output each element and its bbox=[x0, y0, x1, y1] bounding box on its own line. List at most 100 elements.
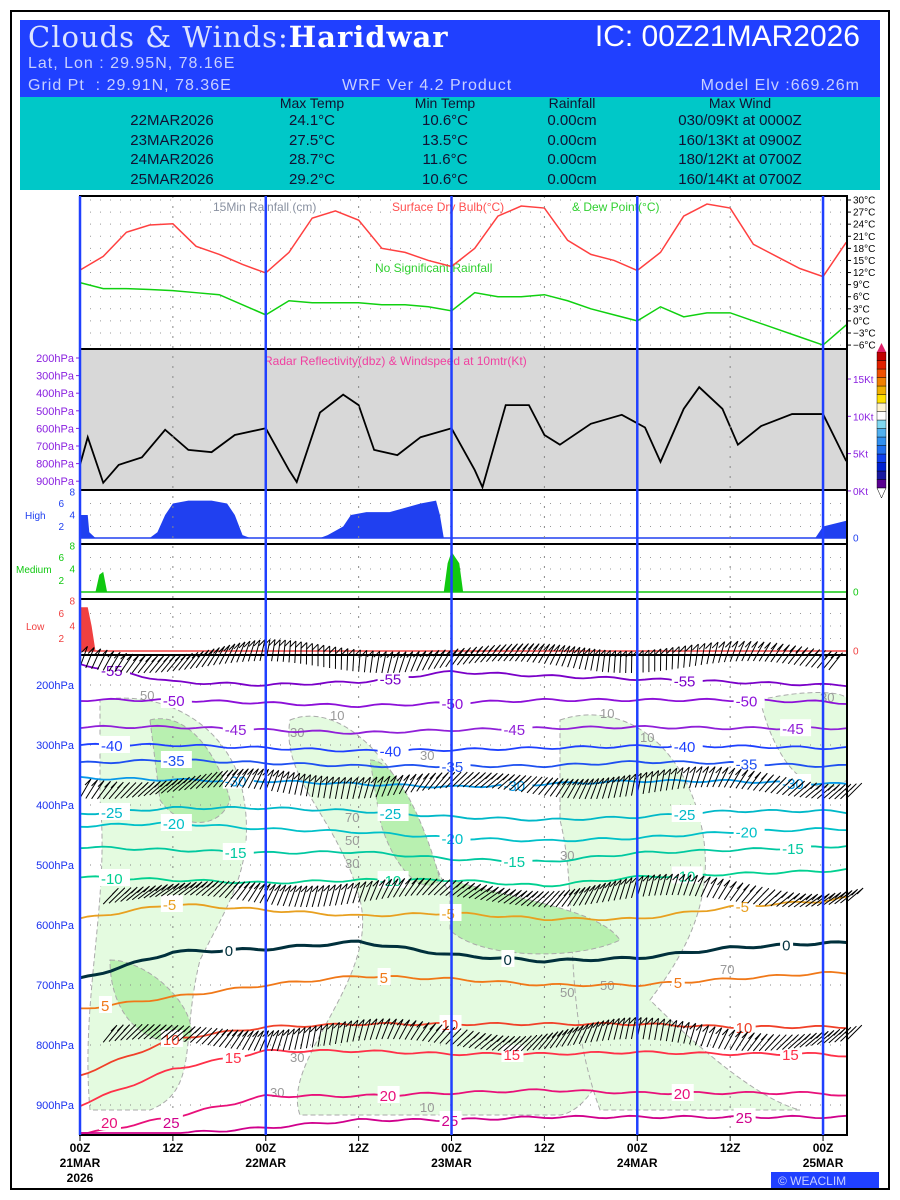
contour-label-bg bbox=[733, 754, 765, 772]
cloud-tick-label: 0 bbox=[853, 534, 859, 545]
contour-label: 0 bbox=[782, 938, 790, 955]
summary-cell: 160/14Kt at 0700Z bbox=[678, 170, 802, 188]
wind-barb bbox=[758, 889, 776, 906]
wind-barb bbox=[664, 768, 672, 791]
contour-label-bg bbox=[501, 1045, 524, 1062]
pressure-label: 300hPa bbox=[36, 740, 75, 752]
wind-barb bbox=[189, 773, 207, 790]
wind-barb bbox=[828, 891, 847, 905]
wind-barb bbox=[689, 766, 697, 788]
wind-barb bbox=[486, 1035, 504, 1051]
wind-barb bbox=[445, 1028, 462, 1045]
wind-barb bbox=[201, 648, 215, 668]
wind-barb bbox=[155, 779, 173, 795]
wind-barb bbox=[758, 642, 772, 662]
wind-barb bbox=[351, 777, 359, 799]
temp-tick-label: 6°C bbox=[853, 292, 870, 303]
wind-barb bbox=[526, 1034, 543, 1051]
wind-barb bbox=[672, 646, 680, 669]
wind-barb bbox=[770, 776, 787, 794]
wind-barb bbox=[85, 779, 98, 799]
temperature-contour bbox=[79, 895, 847, 922]
summary-date: 24MAR2026 bbox=[130, 151, 214, 168]
wind-barb bbox=[155, 883, 174, 898]
wind-barb bbox=[108, 781, 124, 800]
wind-barb bbox=[166, 1025, 185, 1041]
wind-barb bbox=[491, 888, 511, 902]
x-tick-time: 12Z bbox=[163, 1141, 184, 1155]
col-header-rainfall: Rainfall bbox=[548, 95, 596, 111]
radar-pressure-label: 300hPa bbox=[36, 371, 75, 383]
initial-condition: IC: 00Z21MAR2026 bbox=[594, 20, 860, 53]
contour-label: -50 bbox=[736, 693, 758, 710]
rh-contour-label: 10 bbox=[600, 706, 614, 721]
wind-barb bbox=[596, 777, 605, 800]
wind-barb bbox=[491, 773, 510, 789]
wind-barb bbox=[718, 879, 731, 900]
wind-barb bbox=[166, 777, 185, 793]
x-tick-date: 23MAR bbox=[431, 1156, 472, 1170]
wind-barb bbox=[224, 1029, 239, 1048]
wind-barb bbox=[309, 1025, 317, 1048]
wind-barb bbox=[462, 771, 480, 788]
wind-barb bbox=[793, 781, 811, 797]
wind-barb bbox=[549, 1030, 564, 1049]
rh-contour-label: 50 bbox=[140, 688, 154, 703]
wind-barb bbox=[268, 639, 276, 662]
wind-barb bbox=[195, 1027, 213, 1044]
wind-barb bbox=[607, 776, 615, 799]
wind-barb bbox=[102, 1024, 118, 1043]
wind-barb bbox=[544, 1031, 559, 1050]
wind-barb bbox=[242, 1030, 254, 1051]
wind-barb bbox=[584, 884, 596, 905]
contour-label-bg bbox=[501, 719, 533, 737]
summary-cell: 10.6°C bbox=[421, 170, 469, 188]
summary-cell: 160/13Kt at 0900Z bbox=[678, 131, 802, 149]
contour-label: -10 bbox=[674, 869, 696, 886]
colorbar-top-arrow bbox=[877, 343, 886, 352]
wind-barb bbox=[201, 771, 218, 789]
wind-barb bbox=[433, 1025, 449, 1043]
wind-barb bbox=[782, 1034, 799, 1050]
wind-barb bbox=[271, 884, 282, 905]
wind-barb bbox=[561, 888, 576, 908]
wind-barb bbox=[573, 886, 586, 907]
wind-barb bbox=[654, 873, 661, 896]
wind-barb bbox=[114, 782, 131, 800]
wind-barb bbox=[706, 1026, 716, 1048]
wind-barb bbox=[735, 769, 749, 789]
temp-tick-label: −3°C bbox=[853, 328, 876, 339]
wind-barb bbox=[723, 640, 732, 663]
summary-date: 25MAR2026 bbox=[130, 170, 214, 188]
wind-barb bbox=[486, 887, 505, 902]
wind-barb bbox=[567, 646, 576, 668]
wind-barb bbox=[497, 643, 513, 662]
summary-cell: 24.1°C bbox=[288, 112, 336, 129]
wind-barb bbox=[741, 640, 752, 662]
wind-barb bbox=[468, 884, 488, 899]
wind-speed-label: 0Kt bbox=[853, 487, 868, 498]
rh-contour-label: 50 bbox=[345, 833, 359, 848]
radar-title: Radar Reflectivity(dbz) & Windspeed at 1… bbox=[264, 354, 527, 368]
x-tick-date: 21MAR bbox=[60, 1156, 101, 1170]
weaclim-logo bbox=[771, 1172, 879, 1188]
wind-barb bbox=[143, 655, 159, 674]
contour-label: -15 bbox=[782, 841, 804, 858]
wind-barb bbox=[456, 771, 474, 788]
contour-label-bg bbox=[98, 996, 112, 1013]
wind-barb bbox=[664, 1019, 672, 1042]
wind-barb bbox=[317, 644, 325, 668]
colorbar-cell bbox=[876, 402, 887, 412]
wind-barb bbox=[427, 772, 443, 791]
x-tick-time: 12Z bbox=[534, 1141, 555, 1155]
wind-barb bbox=[323, 884, 330, 907]
wind-barb bbox=[433, 879, 451, 896]
wind-barb bbox=[358, 881, 367, 903]
wind-barb bbox=[665, 873, 673, 896]
wind-barb bbox=[544, 890, 560, 908]
colorbar-cell bbox=[876, 368, 887, 378]
chart-frame bbox=[10, 10, 890, 1190]
colorbar-cell bbox=[876, 385, 887, 395]
header-banner: Clouds & Winds:Haridwar IC: 00Z21MAR2026… bbox=[20, 20, 880, 98]
wind-barb bbox=[822, 892, 842, 906]
